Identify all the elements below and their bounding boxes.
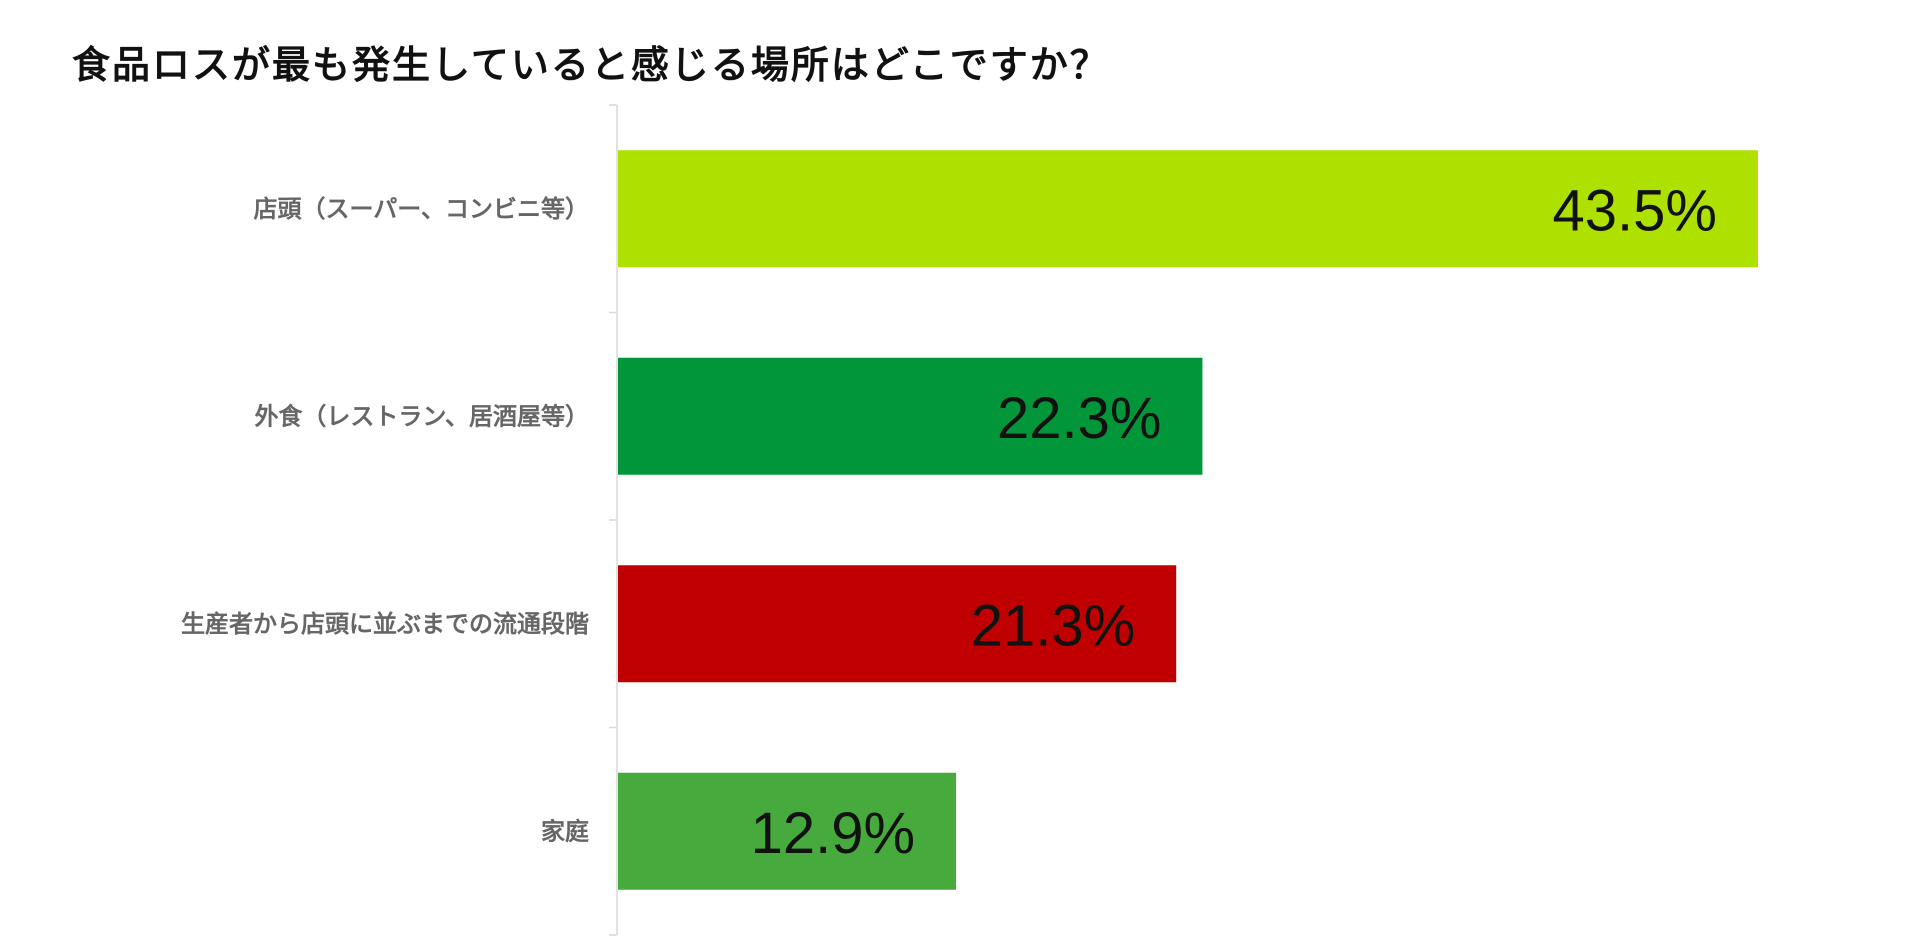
data-label: 43.5% bbox=[1553, 178, 1717, 243]
category-label: 店頭（スーパー、コンビニ等） bbox=[253, 195, 589, 223]
category-label: 生産者から店頭に並ぶまでの流通段階 bbox=[181, 610, 589, 638]
category-label: 家庭 bbox=[541, 817, 589, 845]
bar bbox=[618, 565, 1177, 683]
data-label: 22.3% bbox=[997, 386, 1161, 451]
bar bbox=[618, 772, 957, 890]
bar bbox=[618, 357, 1203, 475]
data-label: 21.3% bbox=[971, 593, 1135, 658]
data-label: 12.9% bbox=[751, 801, 915, 866]
category-label: 外食（レストラン、居酒屋等） bbox=[254, 402, 589, 430]
chart-title: 食品ロスが最も発生していると感じる場所はどこですか？ bbox=[72, 43, 1110, 87]
bar bbox=[618, 150, 1758, 268]
